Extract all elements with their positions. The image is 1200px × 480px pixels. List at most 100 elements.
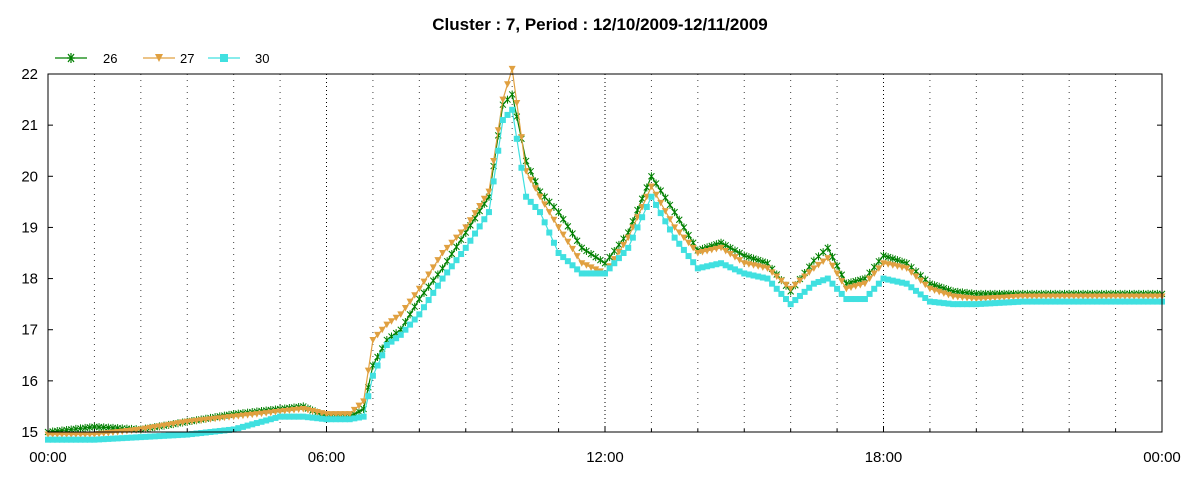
data-point (987, 300, 994, 307)
data-point (690, 259, 697, 266)
data-point (476, 223, 483, 230)
data-point (1131, 298, 1138, 305)
data-point (587, 250, 595, 259)
data-point (1051, 293, 1059, 300)
data-point (309, 414, 316, 421)
data-point (1144, 293, 1152, 300)
data-point (490, 157, 498, 165)
data-point (1140, 298, 1147, 305)
data-point (407, 321, 414, 328)
data-point (49, 436, 56, 443)
data-point (712, 245, 720, 253)
data-point (1149, 298, 1156, 305)
legend-item-26: 26 (55, 51, 117, 66)
data-point (133, 434, 140, 441)
y-tick-label: 16 (21, 373, 38, 390)
data-point (518, 164, 525, 171)
data-point (578, 243, 586, 252)
data-point (1130, 293, 1138, 300)
data-point (68, 436, 75, 443)
data-point (277, 413, 284, 420)
data-point (708, 246, 716, 254)
data-point (666, 200, 674, 209)
data-point (165, 421, 173, 429)
data-point (439, 250, 447, 257)
data-point (1070, 293, 1078, 300)
data-point (466, 217, 474, 224)
data-point (564, 238, 572, 246)
data-point (1145, 298, 1152, 305)
data-point (81, 431, 89, 439)
legend-marker-30 (220, 54, 228, 62)
data-point (991, 295, 999, 302)
data-point (527, 198, 534, 205)
data-point (453, 242, 460, 251)
data-point (847, 284, 855, 292)
data-point (443, 244, 451, 252)
y-tick-label: 20 (21, 168, 38, 185)
data-point (741, 270, 748, 277)
data-point (921, 281, 929, 289)
data-point (485, 188, 493, 196)
data-point (383, 321, 391, 329)
data-point (875, 257, 883, 266)
data-point (559, 215, 567, 224)
data-point (532, 203, 539, 210)
data-point (792, 297, 799, 304)
data-point (754, 256, 762, 265)
data-point (824, 275, 831, 282)
data-point (745, 271, 752, 278)
data-point (457, 229, 465, 237)
data-point (559, 231, 567, 239)
data-point (810, 265, 818, 272)
data-point (1094, 298, 1101, 305)
data-point (355, 414, 362, 421)
data-point (973, 301, 980, 308)
data-point (169, 421, 177, 428)
data-point (221, 427, 228, 434)
data-point (244, 412, 252, 419)
data-point (291, 413, 298, 420)
data-point (369, 372, 376, 379)
data-point (258, 418, 265, 425)
data-point (597, 270, 604, 277)
data-point (72, 436, 79, 443)
data-point (1061, 298, 1068, 305)
data-point (397, 331, 404, 338)
data-point (880, 275, 887, 282)
data-point (109, 429, 117, 437)
data-point (1033, 298, 1040, 305)
data-point (875, 280, 882, 287)
data-point (661, 193, 669, 202)
data-point (717, 244, 725, 252)
data-point (964, 301, 971, 308)
data-point (146, 424, 154, 432)
data-point (884, 253, 892, 262)
data-point (480, 195, 488, 203)
data-point (1010, 299, 1017, 306)
data-point (1121, 293, 1129, 300)
data-point (778, 290, 785, 297)
data-point (281, 413, 288, 420)
data-point (601, 259, 609, 268)
data-point (198, 430, 205, 437)
data-point (787, 285, 795, 293)
data-point (1024, 298, 1031, 305)
data-point (574, 266, 581, 273)
data-point (917, 277, 925, 285)
data-point (239, 423, 246, 430)
data-point (680, 246, 687, 253)
data-point (453, 257, 460, 264)
data-point (894, 278, 901, 285)
data-point (267, 416, 274, 423)
data-point (1001, 299, 1008, 306)
data-point (569, 262, 576, 269)
data-point (444, 269, 451, 276)
data-point (550, 216, 558, 224)
data-point (230, 413, 238, 421)
data-point (364, 367, 372, 375)
data-point (555, 224, 563, 231)
data-point (1066, 298, 1073, 305)
data-point (276, 408, 284, 416)
data-point (67, 431, 75, 439)
